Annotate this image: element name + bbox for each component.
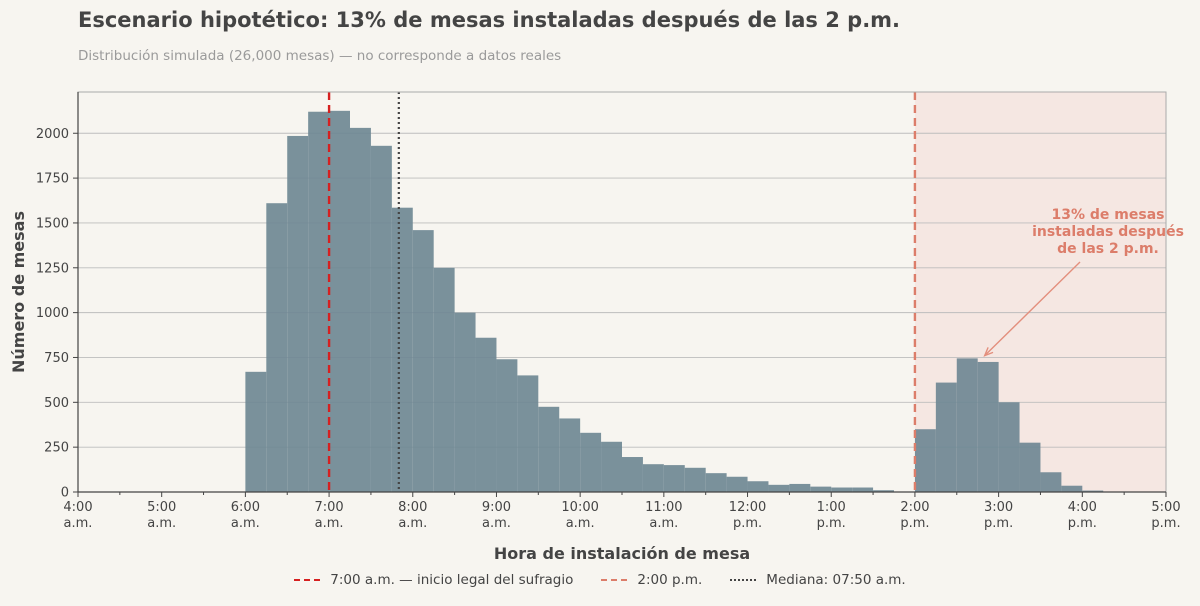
- histogram-bar: [977, 361, 999, 492]
- x-tick-label: 3:00 p.m.: [984, 500, 1013, 531]
- histogram-bar: [1019, 442, 1041, 492]
- histogram-bar: [308, 111, 330, 492]
- x-tick-label: 2:00 p.m.: [900, 500, 929, 531]
- legend-label-median: Mediana: 07:50 a.m.: [766, 572, 906, 588]
- histogram-bar: [266, 203, 288, 493]
- histogram-bar: [559, 418, 581, 492]
- chart-legend: 7:00 a.m. — inicio legal del sufragio 2:…: [0, 572, 1200, 588]
- y-tick-label: 1750: [36, 172, 69, 187]
- histogram-bar: [622, 457, 643, 492]
- histogram-bar: [287, 135, 309, 493]
- histogram-bar: [391, 207, 413, 492]
- chart-title: Escenario hipotético: 13% de mesas insta…: [78, 8, 901, 32]
- histogram-bar: [663, 465, 685, 492]
- y-tick-label: 1000: [36, 306, 69, 321]
- legend-item-7am: 7:00 a.m. — inicio legal del sufragio: [294, 572, 573, 588]
- histogram-bar: [475, 337, 497, 492]
- annotation-arrowhead: [983, 347, 994, 357]
- y-tick-label: 1250: [36, 261, 69, 276]
- histogram-bar: [852, 487, 874, 492]
- y-tick-label: 1500: [36, 216, 69, 231]
- legend-label-7am: 7:00 a.m. — inicio legal del sufragio: [330, 572, 574, 588]
- histogram-bar: [726, 476, 748, 492]
- histogram-bar: [768, 484, 790, 492]
- x-tick-label: 8:00 a.m.: [398, 500, 427, 531]
- x-tick-label: 5:00 a.m.: [147, 500, 176, 531]
- histogram-bar: [245, 371, 267, 492]
- x-tick-label: 5:00 p.m.: [1151, 500, 1180, 531]
- histogram-bar: [350, 127, 371, 492]
- y-tick-label: 750: [44, 351, 69, 366]
- x-axis-title: Hora de instalación de mesa: [494, 544, 750, 563]
- histogram-bar: [642, 464, 664, 492]
- histogram-bar: [873, 490, 894, 492]
- legend-label-2pm: 2:00 p.m.: [637, 572, 703, 588]
- x-tick-label: 10:00 a.m.: [561, 500, 598, 531]
- chart-subtitle: Distribución simulada (26,000 mesas) — n…: [78, 48, 562, 64]
- histogram-bar: [914, 429, 936, 492]
- histogram-chart: 0 250 500 750 1000 1250 1500 1750 2000 4:00 a.m. 5:…: [9, 91, 1184, 563]
- histogram-bar: [454, 312, 476, 492]
- histogram-bar: [601, 441, 622, 492]
- x-tick-label: 11:00 a.m.: [645, 500, 682, 531]
- y-tick-label: 250: [44, 441, 69, 456]
- histogram-bar: [433, 267, 455, 492]
- x-tick-label: 4:00 a.m.: [63, 500, 92, 531]
- y-tick-label: 500: [44, 396, 69, 411]
- y-tick-label: 0: [61, 486, 69, 501]
- histogram-bar: [998, 402, 1020, 492]
- y-tick-label: 2000: [36, 127, 69, 142]
- histogram-bar: [517, 375, 539, 492]
- histogram-bar: [370, 145, 392, 493]
- histogram-bar: [1040, 472, 1062, 492]
- histogram-bar: [789, 483, 811, 492]
- x-tick-label: 1:00 p.m.: [817, 500, 846, 531]
- legend-item-2pm: 2:00 p.m.: [601, 572, 702, 588]
- histogram-bar: [831, 487, 853, 492]
- histogram-bar: [935, 382, 957, 492]
- histogram-bar: [810, 486, 832, 492]
- annotation-text: 13% de mesas instaladas después de las 2 p…: [1032, 207, 1184, 257]
- legend-item-median: Mediana: 07:50 a.m.: [730, 572, 906, 588]
- histogram-bar: [747, 481, 769, 492]
- histogram-bar: [1082, 490, 1104, 492]
- histogram-bar: [329, 110, 350, 493]
- legend-swatch-2pm: [601, 579, 628, 581]
- histogram-bar: [538, 406, 560, 492]
- y-axis-title: Número de mesas: [9, 211, 28, 373]
- histogram-bar: [1061, 485, 1083, 492]
- histogram-bar: [956, 358, 978, 492]
- histogram-bar: [705, 473, 727, 492]
- x-tick-label: 7:00 a.m.: [314, 500, 343, 531]
- x-tick-label: 6:00 a.m.: [231, 500, 260, 531]
- x-tick-label: 12:00 p.m.: [729, 500, 766, 531]
- x-tick-label: 4:00 p.m.: [1068, 500, 1097, 531]
- legend-swatch-median: [730, 579, 757, 581]
- x-tick-label: 9:00 a.m.: [482, 500, 511, 531]
- annotation-arrow: [984, 261, 1081, 357]
- histogram-bar: [496, 359, 518, 492]
- legend-swatch-7am: [294, 579, 321, 581]
- histogram-bar: [580, 432, 602, 492]
- histogram-bar: [684, 467, 706, 492]
- histogram-bar: [412, 230, 434, 493]
